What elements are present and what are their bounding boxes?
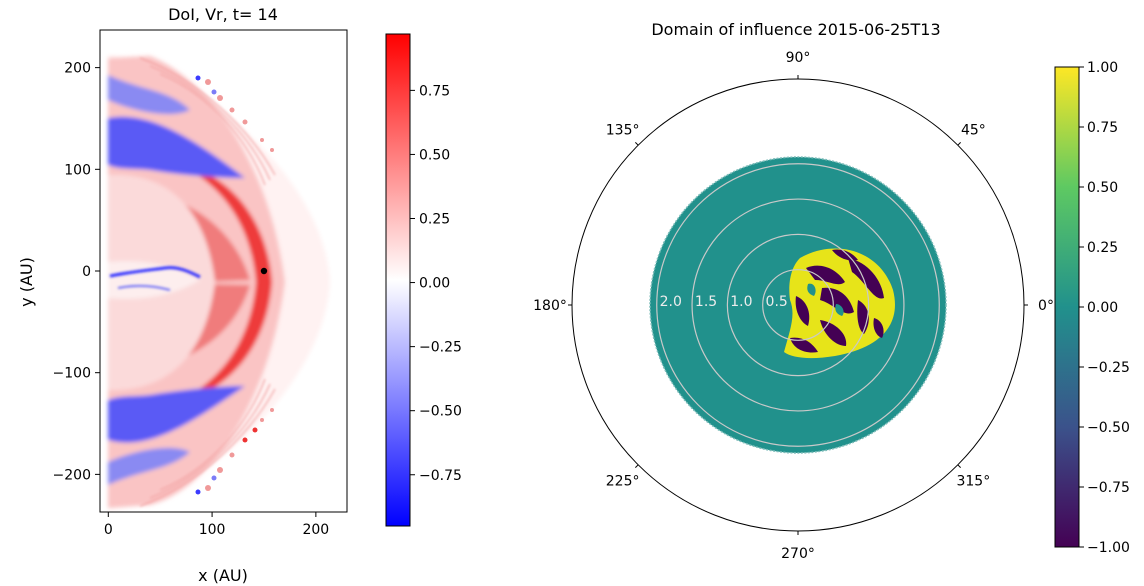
polar-radial-grid [656,163,940,447]
lower-blue-lobe [108,386,245,443]
left-colorbar-tick-label: −0.25 [419,340,462,356]
right-colorbar [1054,66,1080,548]
polar-r-tick-label: 0.5 [766,294,788,310]
polar-angle-label: 135° [606,123,640,139]
polar-angle-tick [635,464,639,468]
polar-angle-label: 45° [961,123,986,139]
upper-blue-fringe [108,75,190,115]
polar-r-labels: 0.5 1.0 1.5 2.0 [660,294,788,310]
right-colorbar-tick-label: −0.25 [1087,360,1130,376]
spacecraft-marker [260,267,268,275]
polar-r-tick-label: 1.5 [695,294,717,310]
left-colorbar [385,33,411,527]
left-colorbar-tick-label: 0.25 [419,212,450,228]
polar-angle-tick [635,142,639,146]
ripple-dots [195,75,274,495]
left-panel: DoI, Vr, t= 14 [17,5,462,585]
left-colorbar-tick-label: 0.00 [419,276,450,292]
polar-r-tick-label: 2.0 [660,294,682,310]
left-y-tick-label: 200 [64,61,91,77]
left-colorbar-ticks: 0.75 0.50 0.25 0.00 −0.25 −0.50 −0.75 [410,83,462,484]
left-x-tick-label: 0 [104,522,113,538]
left-y-tick-label: 0 [82,264,91,280]
polar-angle-label: 180° [533,298,567,314]
edge-ripples-bottom [139,378,276,507]
polar-angle-label: 315° [956,473,990,489]
right-panel: Domain of influence 2015-06-25T13 [533,20,1130,562]
polar-angle-ticks [568,75,1028,535]
polar-angle-tick [957,464,961,468]
polar-angle-labels: 0° 45° 90° 135° 180° 225° 270° 315° [533,50,1054,562]
left-xlabel: x (AU) [198,566,248,585]
left-y-tick-label: −100 [53,366,91,382]
edge-ripples-top [139,57,276,186]
right-colorbar-tick-label: 1.00 [1087,60,1118,76]
right-colorbar-tick-label: −0.50 [1087,420,1130,436]
right-colorbar-tick-label: 0.50 [1087,180,1118,196]
polar-angle-tick [957,142,961,146]
white-band [108,261,200,299]
polar-angle-label: 90° [786,50,811,66]
left-x-tick-label: 200 [302,522,329,538]
left-y-tick-label: −200 [53,467,91,483]
left-colorbar-tick-label: −0.50 [419,404,462,420]
right-colorbar-tick-label: 0.25 [1087,240,1118,256]
polar-ring [762,269,834,341]
polar-angle-label: 0° [1038,298,1054,314]
left-y-tick-label: 100 [64,162,91,178]
polar-domain-pattern [784,248,895,359]
bow-shock [170,160,272,405]
fine-structure [109,57,276,507]
polar-angle-label: 225° [606,473,640,489]
right-colorbar-tick-label: −0.75 [1087,480,1130,496]
polar-ring [656,163,940,447]
right-colorbar-tick-label: −1.00 [1087,540,1130,556]
current-sheet [109,266,201,279]
domain-teal-spots [807,283,844,316]
right-colorbar-tick-label: 0.00 [1087,300,1118,316]
left-colorbar-tick-label: 0.50 [419,147,450,163]
left-colorbar-tick-label: −0.75 [419,468,462,484]
right-colorbar-tick-label: 0.75 [1087,120,1118,136]
polar-ring [726,233,870,377]
lower-blue-fringe [108,447,190,485]
polar-ring [691,198,905,412]
right-colorbar-ticks: 1.00 0.75 0.50 0.25 0.00 −0.25 −0.50 −0.75 −1.00 [1079,60,1130,556]
left-heatmap-image [108,55,330,510]
left-x-tick-label: 100 [199,522,226,538]
polar-r-tick-label: 1.0 [730,294,752,310]
left-colorbar-tick-label: 0.75 [419,83,450,99]
current-sheet-2 [117,284,171,291]
left-title: DoI, Vr, t= 14 [168,5,278,24]
left-x-ticks: 0 100 200 [104,512,329,538]
left-y-ticks: 200 100 0 −100 −200 [53,61,100,483]
right-title: Domain of influence 2015-06-25T13 [651,20,940,39]
polar-angle-label: 270° [781,546,815,562]
upper-blue-lobe [108,116,245,178]
left-ylabel: y (AU) [17,257,36,307]
